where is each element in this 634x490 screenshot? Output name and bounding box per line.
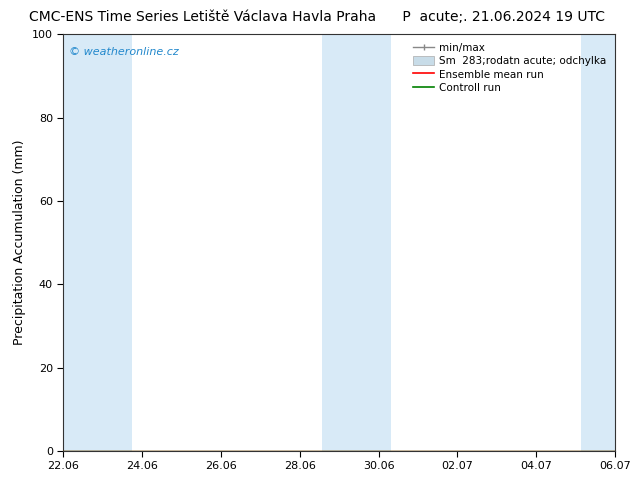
Text: © weatheronline.cz: © weatheronline.cz xyxy=(69,47,179,57)
Bar xyxy=(98,34,133,451)
Y-axis label: Precipitation Accumulation (mm): Precipitation Accumulation (mm) xyxy=(13,140,27,345)
Bar xyxy=(63,34,98,451)
Bar xyxy=(581,34,615,451)
Text: CMC-ENS Time Series Letiště Václava Havla Praha      P  acute;. 21.06.2024 19 UT: CMC-ENS Time Series Letiště Václava Havl… xyxy=(29,10,605,24)
Legend: min/max, Sm  283;rodatn acute; odchylka, Ensemble mean run, Controll run: min/max, Sm 283;rodatn acute; odchylka, … xyxy=(410,40,610,96)
Bar xyxy=(322,34,391,451)
